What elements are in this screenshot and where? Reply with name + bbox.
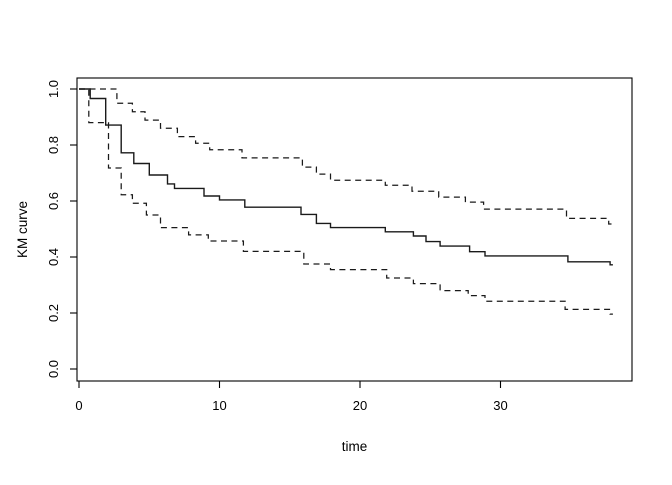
upper-confidence-band-line [79, 88, 615, 225]
plot-frame-box [76, 77, 633, 382]
x-axis-ticks: 0 10 20 30 [75, 381, 508, 413]
x-axis-label: time [342, 439, 368, 454]
x-tick-label: 20 [353, 398, 367, 413]
km-estimate-line [79, 88, 613, 266]
series-lines [79, 88, 615, 315]
lower-confidence-band-line [79, 88, 613, 315]
y-tick-label: 0.6 [46, 192, 61, 210]
x-tick-label: 0 [75, 398, 82, 413]
y-tick-label: 0.0 [46, 360, 61, 378]
y-tick-label: 1.0 [46, 80, 61, 98]
x-tick-label: 10 [212, 398, 226, 413]
y-axis-label: KM curve [15, 201, 30, 258]
y-tick-label: 0.8 [46, 136, 61, 154]
y-axis-ticks: 0.0 0.2 0.4 0.6 0.8 1.0 [46, 80, 77, 378]
x-tick-label: 30 [493, 398, 507, 413]
y-tick-label: 0.2 [46, 304, 61, 322]
y-tick-label: 0.4 [46, 248, 61, 266]
